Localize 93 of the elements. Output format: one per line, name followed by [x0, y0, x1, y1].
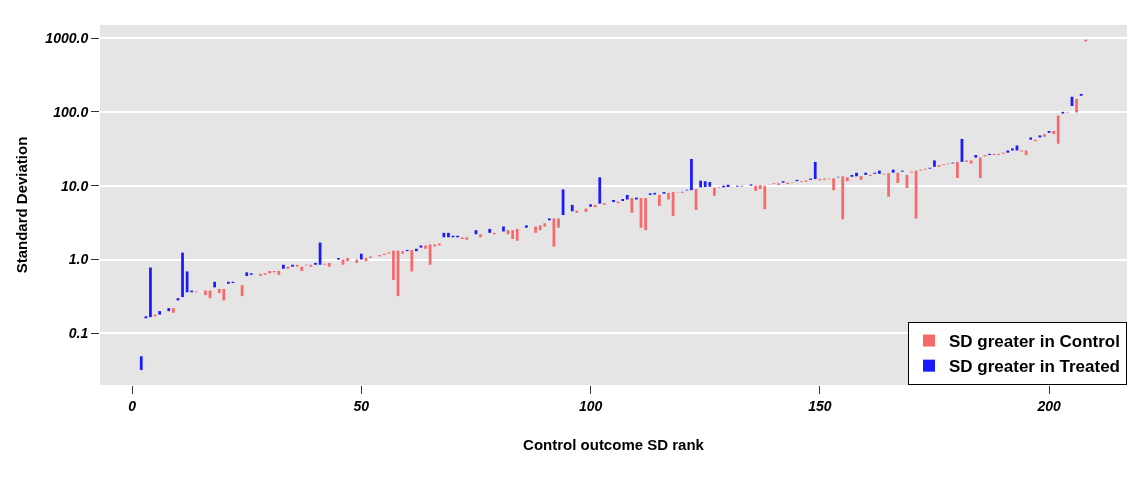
bar — [832, 178, 835, 191]
x-tick-label: 50 — [353, 397, 370, 414]
x-axis-title: Control outcome SD rank — [523, 435, 705, 453]
y-tick-label: 10.0 — [60, 177, 89, 194]
bar — [708, 182, 712, 187]
bar — [1006, 150, 1010, 153]
bar — [699, 180, 702, 188]
bar — [525, 225, 528, 228]
bar — [1011, 148, 1014, 151]
bar — [277, 270, 281, 275]
bar — [327, 262, 331, 267]
bar — [703, 181, 707, 187]
bar — [511, 230, 515, 239]
bar — [813, 161, 817, 180]
y-axis-title: Standard Deviation — [12, 136, 30, 274]
bar — [625, 194, 629, 200]
bar — [589, 204, 592, 207]
bar — [1056, 115, 1060, 144]
bar — [878, 170, 881, 174]
bar — [612, 200, 615, 203]
bar — [282, 264, 285, 269]
bar — [855, 172, 858, 177]
bar — [557, 218, 560, 228]
bar — [630, 198, 634, 213]
bar — [538, 225, 542, 231]
bar — [259, 273, 262, 276]
bar — [401, 251, 404, 254]
bar — [1024, 150, 1028, 156]
bar — [726, 184, 730, 187]
bar — [359, 253, 363, 260]
bar — [437, 243, 441, 246]
bar — [346, 257, 349, 262]
bar — [149, 267, 152, 318]
bar — [488, 228, 492, 233]
bar — [419, 245, 423, 248]
bar — [763, 185, 767, 210]
y-tick-label: 100.0 — [53, 103, 89, 120]
x-tick-label: 150 — [808, 397, 832, 414]
bar — [933, 160, 936, 167]
bar — [410, 249, 414, 272]
bar — [974, 155, 978, 158]
bar — [534, 226, 537, 233]
bar — [754, 185, 757, 191]
bar — [978, 157, 982, 179]
bar — [167, 308, 171, 312]
bar — [392, 250, 395, 280]
bar — [171, 308, 175, 313]
bar — [644, 198, 647, 231]
bar — [690, 158, 693, 191]
bar — [841, 176, 845, 220]
bar — [245, 272, 249, 276]
bar — [657, 194, 661, 207]
bar — [598, 177, 602, 204]
y-tick-label: 0.1 — [68, 325, 89, 342]
bar — [240, 285, 244, 297]
bar — [543, 223, 547, 227]
legend-label: SD greater in Treated — [949, 357, 1121, 377]
bar — [424, 245, 427, 249]
x-tick-label: 0 — [128, 397, 137, 414]
bar — [355, 259, 359, 263]
bar — [864, 172, 868, 175]
bar — [667, 192, 670, 200]
bar — [213, 281, 216, 288]
bar — [955, 161, 959, 179]
bar — [442, 232, 446, 238]
legend-label: SD greater in Control — [949, 332, 1120, 352]
bar — [621, 199, 625, 202]
bar — [465, 237, 469, 240]
bar — [139, 356, 143, 370]
bar — [433, 244, 437, 247]
bar — [570, 204, 574, 212]
bar — [1052, 131, 1056, 135]
bar — [479, 234, 482, 238]
y-tick-label: 1.0 — [68, 251, 89, 268]
bar — [181, 252, 184, 298]
bar — [712, 187, 716, 196]
y-tick-label: 1000.0 — [45, 29, 89, 46]
bar — [204, 290, 207, 296]
bar — [896, 172, 900, 183]
bar — [891, 169, 895, 173]
bar — [300, 266, 304, 271]
bar — [1029, 137, 1033, 140]
bar — [887, 173, 890, 197]
bar — [575, 210, 579, 213]
bar — [1075, 98, 1078, 113]
bar — [845, 177, 849, 182]
bar — [158, 311, 161, 315]
x-tick-label: 100 — [578, 397, 603, 414]
bar — [447, 232, 450, 238]
bar — [1043, 134, 1046, 137]
bar — [222, 288, 226, 301]
x-tick-label: 200 — [1036, 397, 1061, 414]
bar — [515, 228, 519, 241]
